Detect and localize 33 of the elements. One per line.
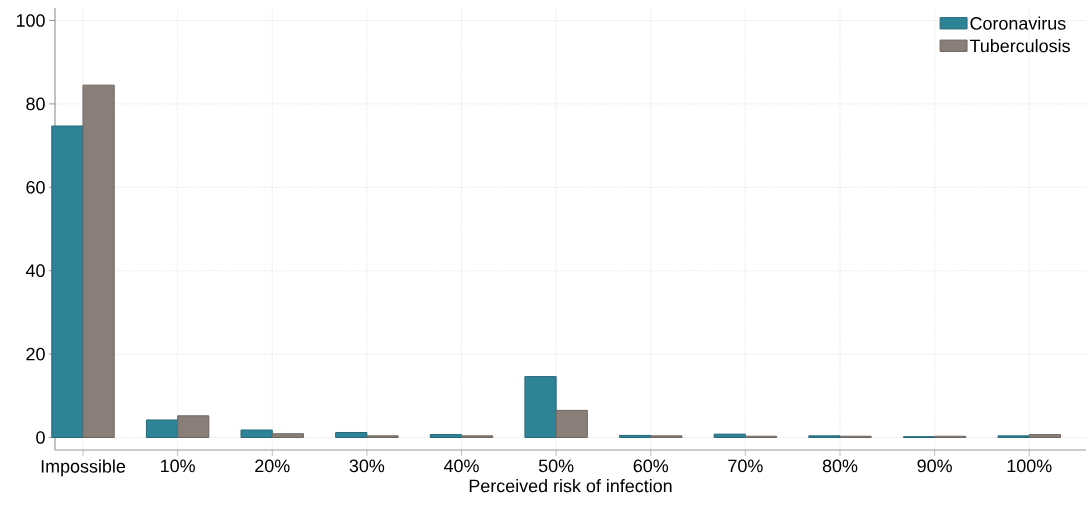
- x-tick-label: 10%: [161, 459, 195, 473]
- y-tick-label: 100: [16, 14, 45, 27]
- bar: [271, 433, 304, 438]
- bar: [335, 431, 368, 438]
- bar: [713, 433, 746, 438]
- x-tick-label: 80%: [822, 459, 858, 473]
- bar: [240, 429, 273, 438]
- y-tick-label: 40: [25, 264, 45, 278]
- bar: [555, 409, 588, 438]
- bar: [82, 84, 115, 438]
- bar: [619, 434, 652, 438]
- x-tick-label: Impossible: [41, 459, 126, 477]
- y-tick-label: 60: [26, 180, 45, 194]
- x-tick-label: 50%: [538, 459, 574, 473]
- x-tick-label: 30%: [349, 459, 385, 473]
- y-tick-label: 80: [26, 97, 45, 111]
- x-tick-label: 90%: [917, 459, 952, 473]
- legend-label: Coronavirus: [970, 16, 1066, 30]
- bar: [429, 434, 462, 438]
- x-tick-label: 60%: [633, 459, 669, 473]
- bar: [524, 376, 557, 438]
- x-tick-label: 70%: [728, 459, 763, 473]
- bar: [51, 125, 84, 438]
- x-axis-title: Perceived risk of infection: [469, 479, 672, 493]
- x-tick-label: 40%: [443, 459, 479, 473]
- bar: [1028, 434, 1061, 438]
- x-tick-label: 100%: [1007, 459, 1052, 473]
- y-tick-label: 20: [26, 347, 45, 361]
- bar: [177, 415, 210, 438]
- bar: [145, 419, 179, 438]
- legend-label: Tuberculosis: [969, 39, 1070, 53]
- y-tick-label: 0: [36, 431, 45, 444]
- x-tick-label: 20%: [255, 459, 290, 473]
